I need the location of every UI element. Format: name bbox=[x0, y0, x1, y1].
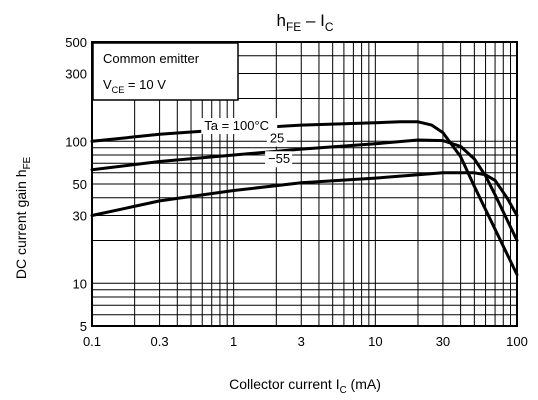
series-label-3: −55 bbox=[268, 151, 290, 166]
x-tick-label: 1 bbox=[230, 334, 237, 349]
y-axis-label: DC current gain hFE bbox=[13, 156, 33, 279]
x-tick-label: 10 bbox=[368, 334, 382, 349]
y-tick-label: 50 bbox=[73, 177, 87, 192]
y-tick-label: 10 bbox=[73, 276, 87, 291]
x-tick-label: 0.3 bbox=[151, 334, 169, 349]
plot-frame bbox=[91, 41, 518, 327]
x-axis-label: Collector current IC (mA) bbox=[229, 376, 381, 396]
series-label-bg-1 bbox=[201, 118, 278, 135]
series-label-2: 25 bbox=[270, 130, 284, 145]
y-tick-label: 500 bbox=[65, 35, 87, 50]
legend-line-1: Common emitter bbox=[103, 51, 200, 66]
series-line-2 bbox=[90, 138, 519, 242]
x-tick-label: 100 bbox=[506, 334, 528, 349]
y-tick-label: 5 bbox=[80, 319, 87, 334]
x-tick-label: 3 bbox=[298, 334, 305, 349]
chart-title: hFE – IC bbox=[277, 11, 334, 34]
series-labels: Ta = 100°C25 −55 bbox=[201, 118, 293, 168]
series-label-1: Ta = 100°C bbox=[204, 118, 269, 133]
legend-line-2: VCE = 10 V bbox=[103, 77, 166, 95]
y-tick-label: 30 bbox=[73, 209, 87, 224]
tick-labels: 0.1 0.3 1 3 10 30 100 5 10 30 50 100 300 500 bbox=[65, 35, 528, 349]
series-line-3 bbox=[90, 171, 519, 217]
y-tick-label: 100 bbox=[65, 134, 87, 149]
legend-box-frame bbox=[92, 42, 239, 101]
x-tick-label: 0.1 bbox=[83, 334, 101, 349]
x-tick-label: 30 bbox=[436, 334, 450, 349]
legend-box: Common emitter VCE = 10 V bbox=[92, 42, 239, 101]
y-tick-label: 300 bbox=[65, 67, 87, 82]
series-label-bg-2 bbox=[266, 130, 287, 147]
series-label-bg-3 bbox=[265, 151, 293, 168]
